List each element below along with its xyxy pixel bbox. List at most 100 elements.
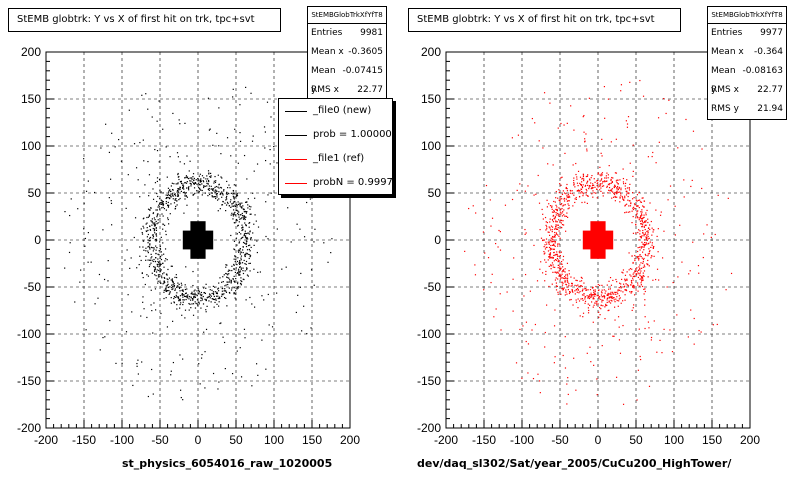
scatter-point (201, 353, 203, 356)
scatter-point (234, 249, 236, 251)
scatter-point (561, 271, 563, 273)
scatter-point (157, 222, 159, 224)
scatter-point (234, 293, 237, 295)
scatter-point (551, 256, 553, 258)
scatter-point (549, 218, 551, 220)
scatter-point (169, 292, 171, 294)
scatter-point (643, 244, 645, 246)
scatter-point (633, 287, 635, 289)
scatter-point (200, 294, 202, 297)
scatter-point (630, 284, 632, 286)
scatter-point (622, 283, 625, 285)
scatter-point (230, 206, 232, 208)
scatter-point (638, 239, 640, 241)
scatter-point (156, 263, 158, 265)
scatter-point (548, 243, 550, 245)
scatter-point (196, 303, 198, 305)
scatter-point (232, 278, 234, 280)
scatter-point (234, 204, 236, 206)
scatter-point (615, 138, 617, 140)
scatter-point (548, 226, 550, 228)
scatter-point (218, 183, 220, 185)
legend-label: _file1 (ref) (313, 153, 365, 164)
scatter-point (142, 301, 144, 303)
scatter-point (622, 181, 625, 183)
scatter-point (593, 291, 595, 293)
scatter-point (563, 204, 565, 206)
scatter-point (158, 269, 160, 272)
scatter-point (162, 192, 164, 194)
scatter-point (604, 181, 606, 183)
scatter-point (580, 184, 582, 186)
scatter-point (237, 224, 239, 226)
scatter-point (239, 132, 241, 134)
scatter-point (173, 193, 176, 196)
scatter-point (233, 263, 235, 266)
scatter-point (641, 221, 644, 223)
scatter-point (642, 251, 644, 253)
scatter-point (642, 232, 644, 234)
scatter-point (612, 291, 614, 293)
scatter-point (264, 131, 266, 133)
scatter-point (159, 264, 161, 267)
scatter-point (214, 186, 216, 188)
x-tick-label: -50 (551, 433, 569, 447)
scatter-point (614, 172, 617, 174)
scatter-point (534, 323, 537, 326)
scatter-point (625, 289, 627, 291)
scatter-point (563, 214, 565, 216)
scatter-point (608, 280, 610, 282)
scatter-point (635, 289, 637, 291)
scatter-point (548, 256, 550, 258)
scatter-point (136, 267, 138, 269)
scatter-point (244, 270, 246, 272)
scatter-point (236, 263, 238, 266)
scatter-point (632, 144, 634, 146)
scatter-point (155, 229, 158, 231)
scatter-point (568, 285, 570, 287)
scatter-point (225, 297, 227, 300)
scatter-point (314, 228, 316, 230)
scatter-point (158, 203, 161, 205)
scatter-point (234, 255, 236, 258)
scatter-point (601, 155, 603, 157)
scatter-point (153, 269, 156, 271)
scatter-point (624, 274, 627, 276)
scatter-point (555, 232, 558, 234)
scatter-point (84, 245, 86, 247)
scatter-point (224, 202, 226, 204)
scatter-point (204, 387, 206, 389)
scatter-point (252, 135, 254, 137)
scatter-point (233, 248, 235, 250)
scatter-point (594, 181, 596, 183)
scatter-point (553, 211, 555, 213)
scatter-point (647, 221, 649, 224)
scatter-point (245, 245, 248, 248)
scatter-point (639, 199, 641, 201)
scatter-point (167, 268, 169, 271)
scatter-point (575, 173, 577, 176)
scatter-point (147, 233, 149, 236)
scatter-point (622, 291, 624, 293)
scatter-point (203, 287, 205, 289)
x-tick-label: 150 (702, 433, 722, 447)
scatter-point (542, 147, 544, 149)
scatter-point (149, 228, 151, 231)
scatter-point (270, 192, 272, 194)
scatter-point (261, 295, 263, 297)
scatter-point (624, 299, 626, 301)
legend-entry: _file0 (new) (279, 99, 392, 123)
scatter-point (219, 192, 222, 195)
scatter-point (636, 211, 638, 213)
scatter-point (629, 162, 631, 164)
scatter-point (595, 300, 597, 302)
scatter-point (179, 180, 182, 183)
scatter-point (555, 190, 557, 193)
scatter-point (641, 279, 643, 281)
scatter-point (207, 188, 210, 190)
scatter-point (235, 209, 237, 212)
scatter-point (639, 236, 641, 238)
scatter-point (250, 237, 252, 239)
scatter-point (240, 233, 242, 235)
scatter-point (193, 297, 195, 299)
